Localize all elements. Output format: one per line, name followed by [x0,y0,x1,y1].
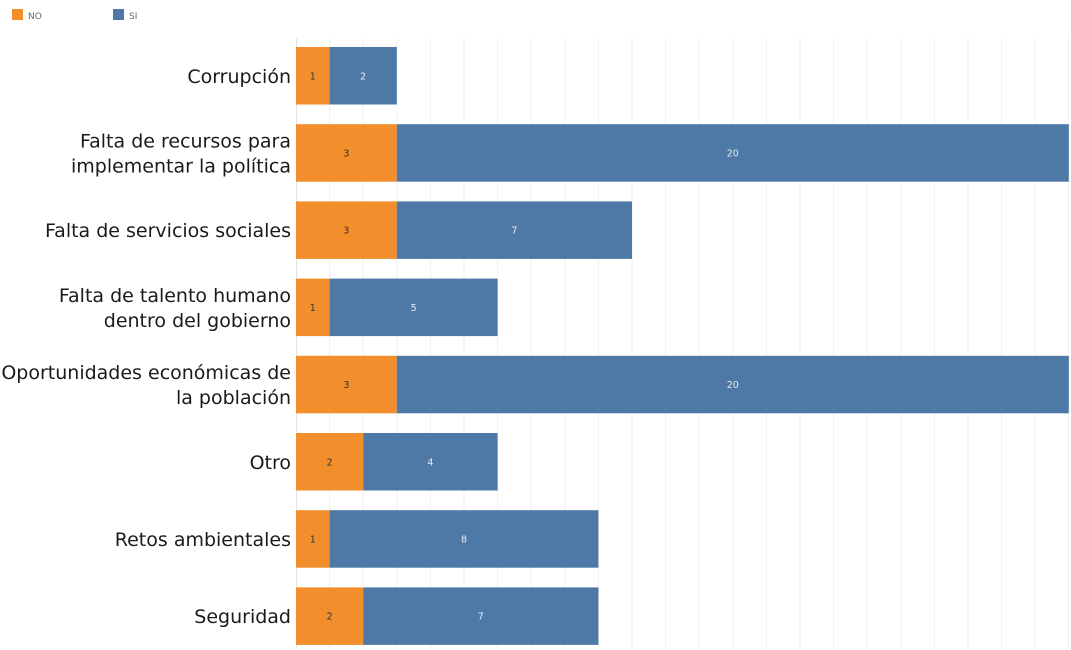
category-label-line: la población [176,387,291,409]
bar-no [296,201,397,259]
bar-no [296,510,330,568]
category-label-line: Retos ambientales [115,529,291,551]
data-label-no: 3 [343,148,349,159]
data-label-si: 2 [360,71,366,82]
legend-label-no: NO [28,12,42,22]
category-label: Falta de talento humano dentro del gobier… [59,285,291,332]
legend: NO SI [12,9,137,22]
data-label-no: 3 [343,226,349,237]
bar-si [363,433,498,491]
bar-si [396,355,1069,414]
data-label-no: 2 [327,612,333,623]
category-label: Retos ambientales [115,529,291,551]
data-label-no: 3 [343,380,349,391]
bar-si [329,510,599,568]
bar-si [396,124,1069,182]
data-label-no: 1 [310,71,316,82]
bar-no [296,587,364,645]
category-label: Seguridad [194,606,291,628]
bar-no [296,278,330,337]
bar-si [363,587,599,645]
bar-si [329,47,397,105]
bars: 1 23 203 71 53 202 41 82 7 [296,47,1069,645]
data-label-si: 8 [461,534,467,545]
category-label-line: Oportunidades económicas de [1,362,291,384]
category-label-line: Falta de talento humano [59,285,291,307]
data-label-no: 2 [327,457,333,468]
category-labels: Corrupción Falta de recursos para implemen… [1,66,291,628]
category-label: Corrupción [187,66,291,88]
legend-label-si: SI [129,12,137,22]
category-label-line: Falta de recursos para [80,130,291,152]
bar-si [329,278,498,337]
category-label-line: Otro [250,452,291,474]
bar-no [296,47,330,105]
category-label: Falta de servicios sociales [45,220,291,242]
data-label-si: 7 [478,612,484,623]
bar-no [296,124,397,182]
category-label: Falta de recursos para implementar la pol… [71,130,291,177]
data-label-si: 20 [727,148,739,159]
data-label-no: 1 [310,303,316,314]
category-label-line: Seguridad [194,606,291,628]
category-label-line: Falta de servicios sociales [45,220,291,242]
category-label-line: Corrupción [187,66,291,88]
category-label: Oportunidades económicas de la población [1,362,291,409]
category-label: Otro [250,452,291,474]
data-label-si: 5 [411,303,417,314]
category-label-line: implementar la política [71,155,291,177]
bar-no [296,433,364,491]
bar-si [396,201,632,259]
data-label-no: 1 [310,534,316,545]
category-label-line: dentro del gobierno [104,310,291,332]
bar-no [296,355,397,414]
data-label-si: 20 [727,380,739,391]
data-label-si: 7 [511,226,517,237]
legend-swatch-no [12,9,23,20]
legend-swatch-si [113,9,124,20]
data-label-si: 4 [427,457,433,468]
